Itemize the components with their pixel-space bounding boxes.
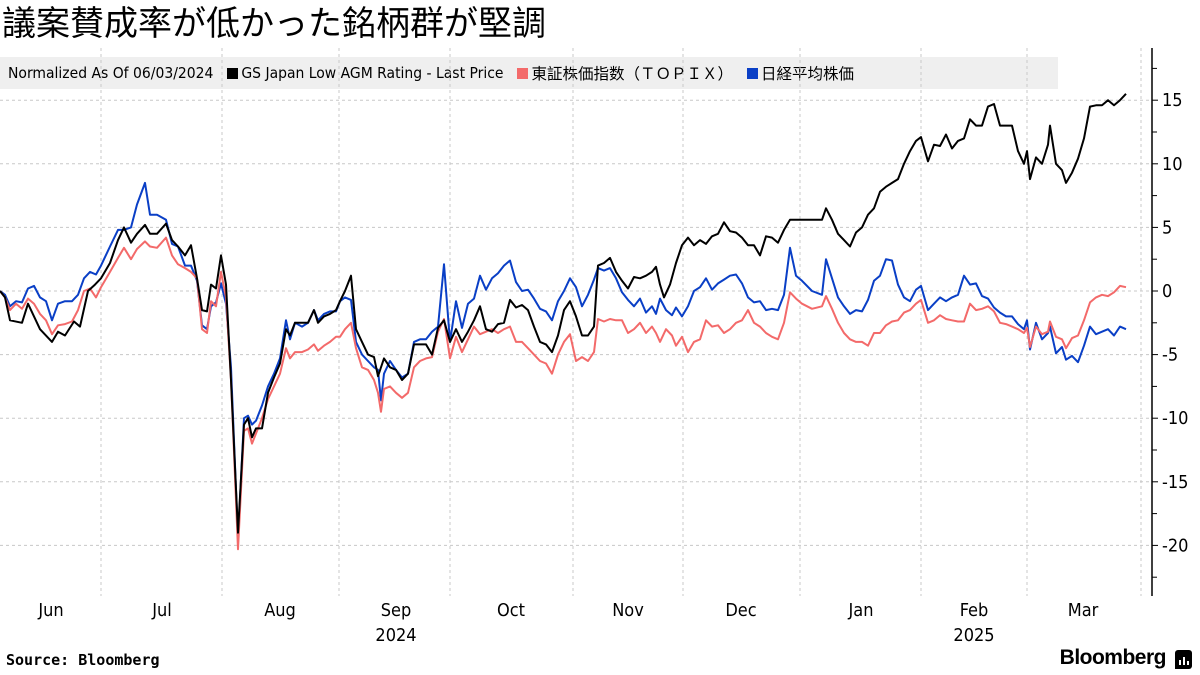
svg-text:15: 15 xyxy=(1162,90,1183,111)
svg-text:0: 0 xyxy=(1162,281,1172,302)
bloomberg-logo: Bloomberg xyxy=(1059,646,1167,669)
svg-text:Mar: Mar xyxy=(1068,600,1099,621)
legend-bar: Normalized As Of 06/03/2024 GS Japan Low… xyxy=(0,57,1058,89)
svg-text:Sep: Sep xyxy=(381,600,412,621)
svg-text:Jun: Jun xyxy=(37,600,63,621)
svg-text:Dec: Dec xyxy=(725,600,756,621)
x-axis: Jun Jul Aug Sep Oct Nov Dec Jan Feb Mar 2024 2025 xyxy=(37,600,1098,646)
legend-item-nikkei: 日経平均株価 xyxy=(746,62,854,84)
svg-text:10: 10 xyxy=(1162,154,1183,175)
y-axis: 15 10 5 0 -5 -10 -15 -20 xyxy=(1151,48,1188,596)
series-lines xyxy=(0,93,1127,551)
svg-text:-10: -10 xyxy=(1162,408,1188,429)
svg-text:Feb: Feb xyxy=(960,600,989,621)
svg-text:-20: -20 xyxy=(1162,535,1188,556)
bloomberg-chart-icon xyxy=(1175,650,1192,669)
svg-text:-15: -15 xyxy=(1162,472,1188,493)
svg-text:Jul: Jul xyxy=(151,600,172,621)
svg-text:Oct: Oct xyxy=(497,600,525,621)
chart-title: 議案賛成率が低かった銘柄群が堅調 xyxy=(2,4,546,44)
legend-swatch-red-icon xyxy=(517,67,529,79)
legend-swatch-black-icon xyxy=(227,67,239,79)
svg-text:-5: -5 xyxy=(1162,345,1178,366)
gridlines xyxy=(0,48,1152,596)
svg-text:Nov: Nov xyxy=(612,600,644,621)
legend-item-gs-japan: GS Japan Low AGM Rating - Last Price xyxy=(227,64,503,82)
svg-text:Jan: Jan xyxy=(848,600,874,621)
svg-text:Aug: Aug xyxy=(264,600,296,621)
svg-text:2024: 2024 xyxy=(375,625,416,646)
legend-swatch-blue-icon xyxy=(746,67,758,79)
normalization-note: Normalized As Of 06/03/2024 xyxy=(8,64,214,82)
source-note: Source: Bloomberg xyxy=(6,651,160,669)
svg-text:5: 5 xyxy=(1162,217,1172,238)
svg-text:2025: 2025 xyxy=(953,625,994,646)
